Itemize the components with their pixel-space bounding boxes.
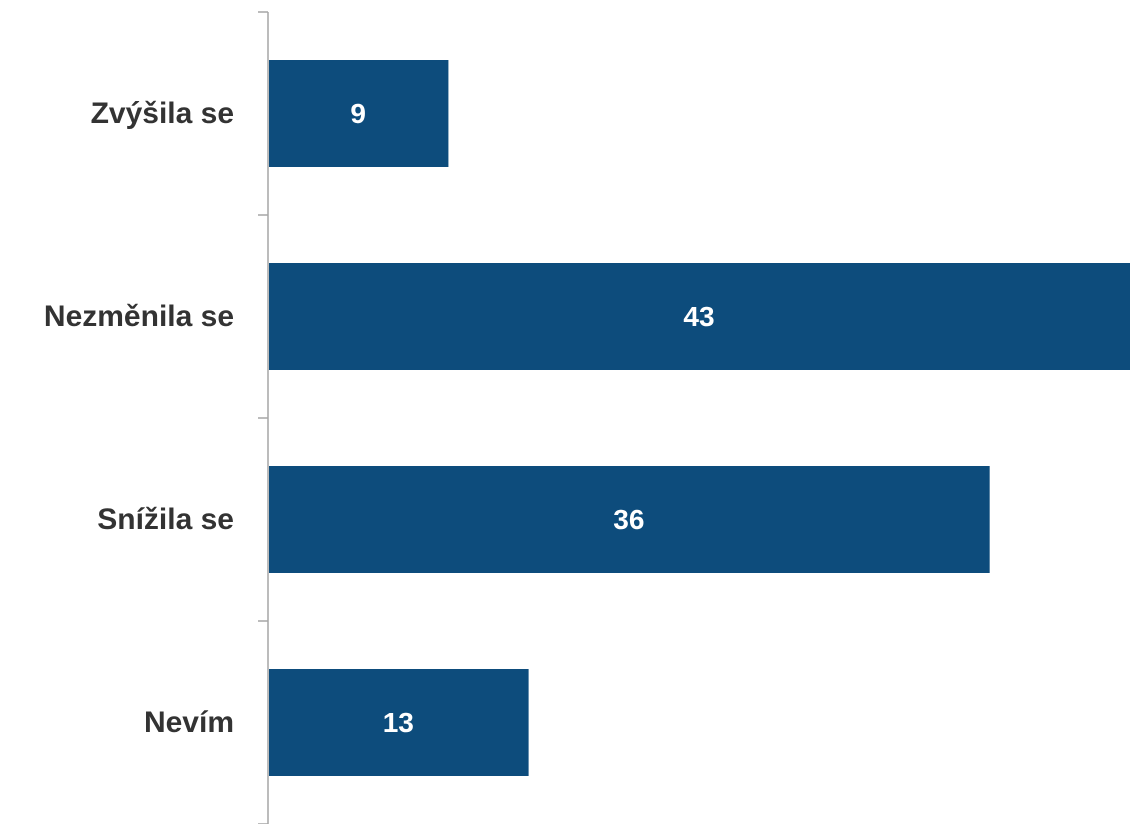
category-labels: Zvýšila se Nezměnila se Snížila se Nevím [44,97,234,739]
bar [269,60,449,167]
category-label: Nevím [144,706,234,739]
category-label: Zvýšila se [91,97,234,130]
data-labels: 9 43 36 13 [350,98,714,738]
bar [269,669,529,776]
bars [269,60,1130,776]
bar [269,263,1130,370]
y-axis-ticks [258,11,268,824]
category-label: Nezměnila se [44,300,234,333]
category-label: Snížila se [97,503,234,536]
bar-value-label: 36 [613,504,644,535]
bar-value-label: 43 [683,301,714,332]
bar-value-label: 9 [350,98,366,129]
bar [269,466,990,573]
bar-value-label: 13 [383,707,414,738]
